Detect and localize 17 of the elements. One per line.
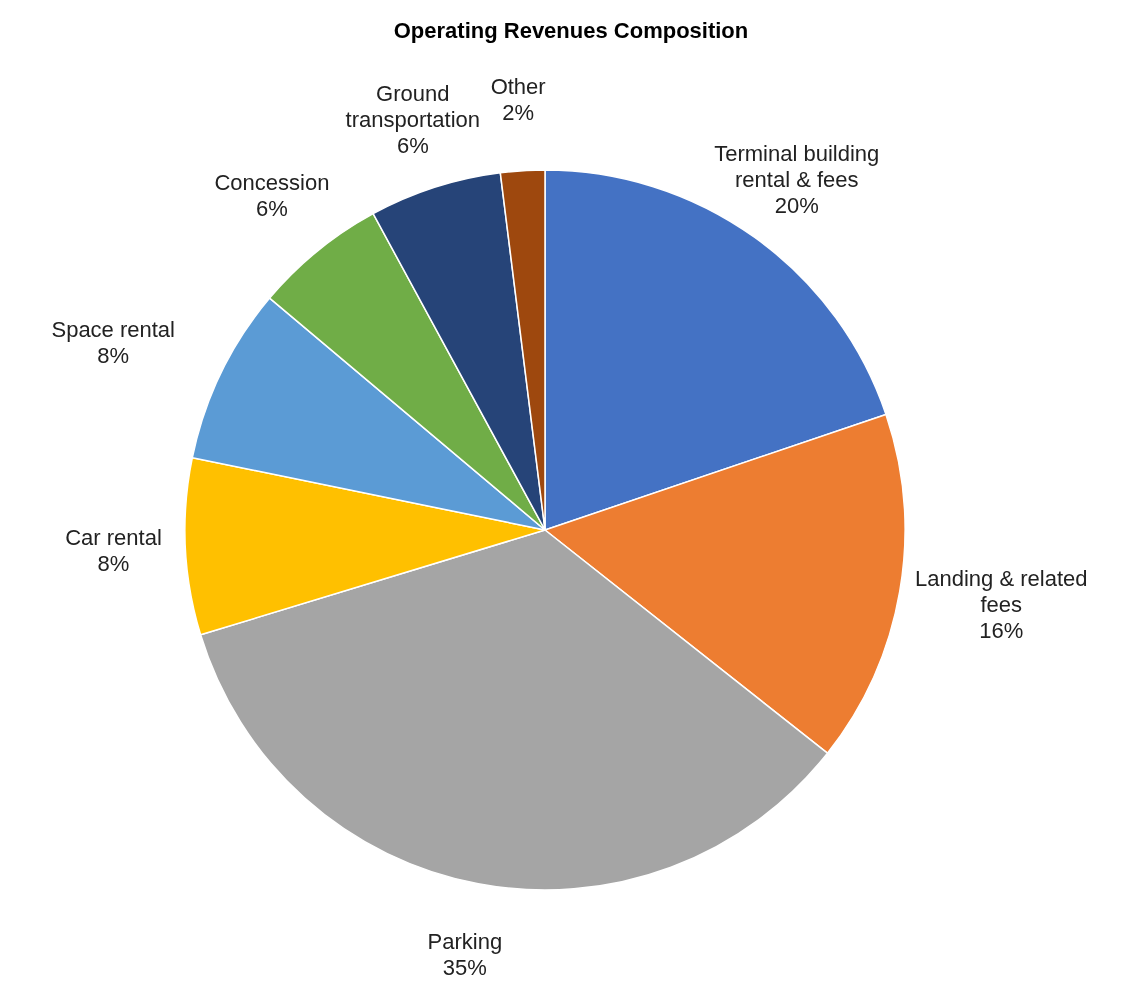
data-label: 8% [97, 551, 130, 577]
slice-label: Space rental [51, 316, 175, 342]
data-label: 6% [256, 196, 288, 222]
slice-label: Parking [427, 929, 503, 955]
slice-label: Landing & related fees [915, 565, 1088, 617]
slice-label: Terminal building rental & fees [714, 140, 880, 192]
data-label: 20% [774, 192, 819, 218]
slice-label: Other [490, 73, 546, 99]
data-label: 6% [396, 132, 429, 158]
data-label: 35% [442, 955, 487, 981]
slice-label: Car rental [65, 525, 162, 551]
chart-title: Operating Revenues Composition [393, 18, 749, 43]
slice-label: Concession [214, 170, 330, 196]
data-label: 16% [979, 617, 1024, 643]
slice-label: Ground transportation [345, 80, 481, 132]
data-label: 2% [502, 99, 535, 125]
data-label: 8% [97, 342, 130, 368]
